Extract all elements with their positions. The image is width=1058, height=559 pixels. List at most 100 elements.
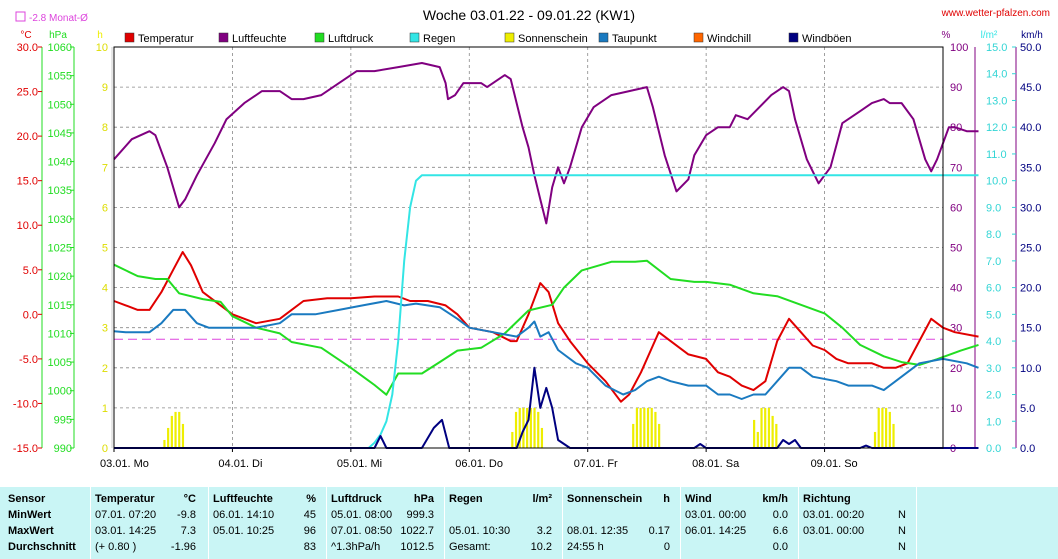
stats-cell-value: 1012.5 (400, 541, 434, 553)
pressure-axis-tick-label: 1050 (48, 99, 72, 111)
sunshine-axis-tick-label: 1 (102, 403, 108, 415)
monthly-avg-marker-icon (15, 11, 26, 22)
stats-cell-value: N (898, 541, 906, 553)
stats-cell-value: 3.2 (536, 525, 552, 537)
sunshine-bar (646, 407, 650, 448)
pressure-axis-tick-label: 1000 (48, 386, 72, 398)
stats-cell-value: 1022.7 (400, 525, 434, 537)
pressure-axis-tick-label: 995 (54, 414, 72, 426)
temperature-axis-tick-label: -15.0 (13, 443, 38, 455)
stats-column-separator (444, 487, 445, 559)
sunshine-bar (540, 427, 544, 448)
x-tick-label: 08.01. Sa (692, 458, 740, 470)
sunshine-bar (643, 407, 646, 448)
sunshine-bar (877, 407, 880, 448)
pressure-axis-tick-label: 1030 (48, 214, 72, 226)
legend-swatch (788, 32, 799, 43)
sunshine-bar (650, 407, 653, 448)
plot-frame (113, 46, 944, 449)
stats-cell-value: 999.3 (406, 509, 434, 521)
temperature-line (113, 251, 979, 403)
temperature-axis-tick-label: 30.0 (17, 42, 38, 54)
rain-axis-tick-label: 6.0 (986, 283, 1001, 295)
stats-group-unit: hPa (413, 493, 434, 505)
legend-label: Luftdruck (328, 33, 374, 45)
sunshine-axis-tick-label: 3 (102, 323, 108, 335)
legend: Temperatur Luftfeuchte Luftdruck Regen Sonne… (124, 32, 852, 45)
axis-unit: hPa (49, 30, 67, 41)
wind-axis-tick-label: 45.0 (1020, 82, 1041, 94)
sunshine-bar (518, 407, 521, 448)
stats-cell-value: N (898, 525, 906, 537)
x-tick-label: 03.01. Mo (100, 458, 149, 470)
stats-cell-label: 07.01. 07:20 (95, 509, 157, 521)
humidity-axis-tick-label: 70 (950, 162, 962, 174)
wind-axis-tick-label: 5.0 (1020, 403, 1035, 415)
stats-cell-value: N (898, 509, 906, 521)
legend-swatch (598, 32, 609, 43)
sunshine-bar (639, 407, 642, 448)
stats-cell-value: 96 (303, 525, 316, 537)
sunshine-bar (753, 419, 756, 448)
rain-axis-tick-label: 9.0 (986, 202, 1001, 214)
stats-cell-value: 10.2 (530, 541, 552, 553)
stats-column-separator (562, 487, 563, 559)
humidity-axis-tick-label: 10 (950, 403, 962, 415)
site-url[interactable]: www.wetter-pfalzen.com (941, 8, 1050, 19)
x-tick-label: 04.01. Di (218, 458, 262, 470)
sunshine-bar (654, 411, 657, 448)
sunshine-bar (167, 427, 170, 448)
wind-axis-tick-label: 30.0 (1020, 202, 1041, 214)
sunshine-bar (511, 431, 514, 448)
sunshine-bar (873, 431, 877, 448)
stats-group-name: Luftdruck (331, 493, 382, 505)
sunshine-axis-tick-label: 9 (102, 82, 108, 94)
rain-axis-tick-label: 10.0 (986, 176, 1007, 188)
stats-cell-value: -9.8 (177, 509, 196, 521)
series-lines (113, 62, 979, 449)
sunshine-bar (756, 431, 759, 448)
sunshine-bar (885, 407, 888, 448)
stats-cell-label: 05.01. 10:30 (449, 525, 511, 537)
stats-cell-label: (+ 0.80 ) (95, 541, 137, 553)
stats-column-separator (208, 487, 209, 559)
sunshine-bar (533, 407, 536, 448)
rain-axis-tick-label: 5.0 (986, 309, 1001, 321)
sunshine-bar (174, 411, 177, 448)
pressure-axis-tick-label: 1060 (48, 42, 72, 54)
legend-label: Temperatur (138, 33, 194, 45)
pressure-axis-tick-label: 1010 (48, 328, 72, 340)
pressure-line (113, 259, 979, 396)
legend-swatch (504, 32, 515, 43)
stats-group-name: Richtung (803, 493, 851, 505)
stats-cell-label: 06.01. 14:25 (685, 525, 747, 537)
x-tick-label: 05.01. Mi (337, 458, 382, 470)
sunshine-bar (514, 411, 518, 448)
x-tick-label: 09.01. So (811, 458, 858, 470)
sunshine-axis-tick-label: 10 (96, 42, 108, 54)
stats-cell-label: 07.01. 08:50 (331, 525, 393, 537)
temperature-axis-tick-label: 25.0 (17, 87, 38, 99)
stats-cell-label: 08.01. 12:35 (567, 525, 629, 537)
sunshine-bar (775, 423, 778, 448)
legend-label: Windchill (707, 33, 751, 45)
stats-cell-value: -1.96 (170, 541, 196, 553)
temperature-axis-tick-label: -5.0 (19, 354, 38, 366)
chart-title: Woche 03.01.22 - 09.01.22 (KW1) (423, 7, 635, 23)
stats-cell-label: 03.01. 14:25 (95, 525, 157, 537)
stats-cell-value: 0.17 (648, 525, 670, 537)
sunshine-bar (522, 407, 525, 448)
sunshine-bar (632, 423, 635, 448)
sunshine-bar (178, 411, 181, 448)
sunshine-axis-tick-label: 6 (102, 202, 108, 214)
x-tick-label: 06.01. Do (455, 458, 503, 470)
temperature-axis-tick-label: 0.0 (23, 309, 38, 321)
sunshine-axis-tick-label: 5 (102, 243, 108, 255)
stats-cell-label: 03.01. 00:00 (685, 509, 747, 521)
wind-axis-tick-label: 50.0 (1020, 42, 1041, 54)
stats-row-label: Sensor (8, 493, 46, 505)
axis-unit: % (942, 30, 951, 41)
stats-group-name: Wind (685, 493, 712, 505)
stats-cell-label: 24:55 h (567, 541, 604, 553)
stats-column-separator (798, 487, 799, 559)
